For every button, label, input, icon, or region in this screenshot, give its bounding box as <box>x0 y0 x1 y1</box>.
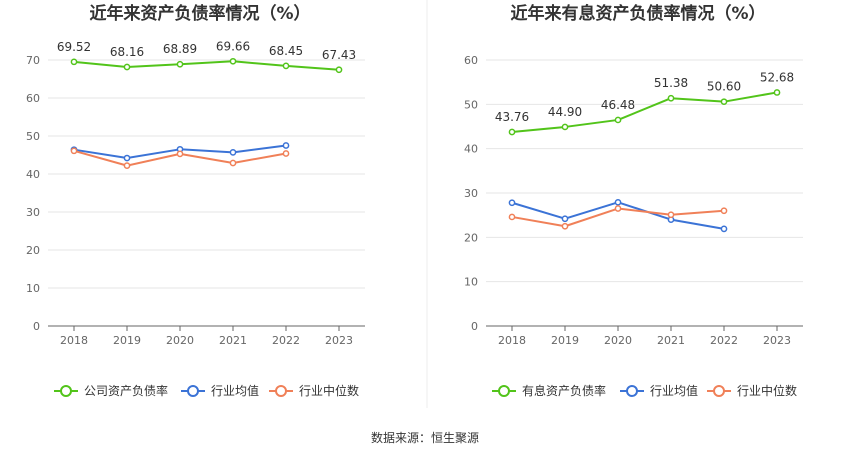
series-line-0 <box>511 91 778 133</box>
data-point <box>229 159 237 167</box>
legend-label: 行业中位数 <box>299 383 359 398</box>
x-tick-label: 2020 <box>166 334 194 347</box>
y-tick-label: 40 <box>26 168 40 181</box>
y-tick-label: 20 <box>464 231 478 244</box>
data-label: 44.90 <box>548 105 582 119</box>
x-tick-label: 2018 <box>60 334 88 347</box>
y-tick-label: 70 <box>26 54 40 67</box>
x-tick-label: 2019 <box>551 334 579 347</box>
x-tick-label: 2023 <box>763 334 791 347</box>
data-source-note: 数据来源：恒生聚源 <box>371 430 479 445</box>
x-tick-label: 2021 <box>219 334 247 347</box>
data-point <box>561 123 569 131</box>
data-label: 43.76 <box>495 110 529 124</box>
y-tick-label: 0 <box>33 320 40 333</box>
y-tick-label: 40 <box>464 143 478 156</box>
data-point <box>720 207 728 215</box>
x-tick-label: 2022 <box>710 334 738 347</box>
data-point <box>561 222 569 230</box>
legend-circle-marker <box>713 385 725 397</box>
y-tick-label: 10 <box>464 276 478 289</box>
chart-title: 近年来资产负债率情况（%） <box>89 3 310 24</box>
data-label: 46.48 <box>601 98 635 112</box>
data-label: 68.45 <box>269 44 303 58</box>
data-point <box>614 116 622 124</box>
y-tick-label: 20 <box>26 244 40 257</box>
data-label: 52.68 <box>760 70 794 84</box>
data-label: 67.43 <box>322 48 356 62</box>
chart-panel-interest-debt-ratio: 近年来有息资产负债率情况（%） 0 10 20 30 40 50 60 2018 2019 2020… <box>464 3 803 398</box>
data-point <box>667 211 675 219</box>
data-point <box>335 66 343 74</box>
data-label: 51.38 <box>654 76 688 90</box>
y-tick-label: 50 <box>26 130 40 143</box>
data-point <box>282 62 290 70</box>
x-tick-label: 2019 <box>113 334 141 347</box>
y-tick-label: 30 <box>26 206 40 219</box>
data-point <box>667 94 675 102</box>
y-tick-label: 60 <box>464 54 478 67</box>
data-point <box>70 147 78 155</box>
x-tick-label: 2021 <box>657 334 685 347</box>
chart-panel-debt-ratio: 近年来资产负债率情况（%） 0 10 20 30 40 50 60 70 2018 2019 2020… <box>26 3 365 398</box>
data-point <box>229 57 237 65</box>
legend-circle-marker <box>275 385 287 397</box>
data-point <box>720 225 728 233</box>
data-point <box>176 150 184 158</box>
legend-circle-marker <box>498 385 510 397</box>
data-label: 69.66 <box>216 39 250 53</box>
data-point <box>773 89 781 96</box>
x-tick-label: 2023 <box>325 334 353 347</box>
data-point <box>123 162 131 169</box>
data-point <box>282 142 290 149</box>
x-tick-label: 2022 <box>272 334 300 347</box>
data-label: 50.60 <box>707 80 741 94</box>
y-tick-label: 0 <box>471 320 478 333</box>
legend-circle-marker <box>626 385 638 397</box>
legend-label: 行业均值 <box>211 383 259 398</box>
data-label: 68.89 <box>163 42 197 56</box>
legend-circle-marker <box>187 385 199 397</box>
data-point <box>720 98 728 106</box>
data-point <box>508 128 516 136</box>
legend-label: 有息资产负债率 <box>522 383 606 398</box>
data-point <box>508 199 516 207</box>
data-point <box>123 63 131 71</box>
data-point <box>614 198 622 206</box>
data-point <box>176 60 184 68</box>
data-point <box>614 205 622 212</box>
y-tick-label: 30 <box>464 187 478 200</box>
data-point <box>282 150 290 157</box>
series-line-0 <box>73 60 340 71</box>
data-point <box>561 215 569 223</box>
data-point <box>123 154 131 162</box>
legend-circle-marker <box>60 385 72 397</box>
legend-label: 行业中位数 <box>737 383 797 398</box>
y-tick-label: 50 <box>464 98 478 111</box>
data-point <box>508 213 516 221</box>
x-tick-label: 2018 <box>498 334 526 347</box>
data-label: 69.52 <box>57 40 91 54</box>
y-tick-label: 60 <box>26 92 40 105</box>
data-label: 68.16 <box>110 45 144 59</box>
chart-title: 近年来有息资产负债率情况（%） <box>510 3 765 24</box>
y-tick-label: 10 <box>26 282 40 295</box>
data-point <box>70 58 78 66</box>
x-tick-label: 2020 <box>604 334 632 347</box>
legend-label: 公司资产负债率 <box>84 383 168 398</box>
legend-label: 行业均值 <box>650 383 698 398</box>
data-point <box>229 148 237 156</box>
